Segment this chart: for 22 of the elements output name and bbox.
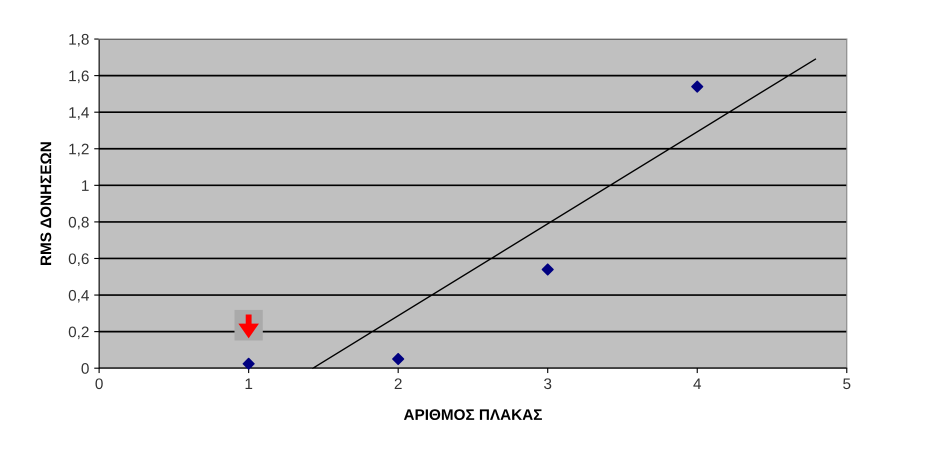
point: [392, 352, 404, 366]
x-tick-label: 2: [394, 378, 402, 389]
y-tick-label: 0,8: [68, 216, 89, 230]
x-axis-title: ΑΡΙΘΜΟΣ ΠΛΑΚΑΣ: [404, 409, 542, 420]
y-axis-title: RMS ΔΟΝΗΣΕΩΝ: [40, 142, 52, 265]
y-tick-label: 0,2: [68, 326, 89, 340]
y-tick-label: 1: [82, 180, 89, 191]
y-tick-label: 0: [82, 363, 89, 374]
x-tick-label: 0: [95, 378, 103, 390]
y-tick-label: 1,6: [69, 70, 89, 84]
x-tick-label: 1: [246, 378, 252, 389]
y-tick-label: 1,2: [69, 144, 89, 156]
x-tick-label: 4: [693, 378, 702, 389]
y-tick-label: 0,4: [68, 290, 89, 303]
x-tick-label: 5: [843, 378, 850, 390]
y-tick-label: 1,4: [69, 107, 89, 120]
point: [542, 263, 554, 276]
point: [242, 358, 255, 370]
point: [691, 80, 704, 93]
x-tick-label: 3: [544, 378, 552, 390]
y-tick-label: 1,8: [69, 34, 89, 47]
y-tick-label: 0,6: [68, 253, 89, 266]
